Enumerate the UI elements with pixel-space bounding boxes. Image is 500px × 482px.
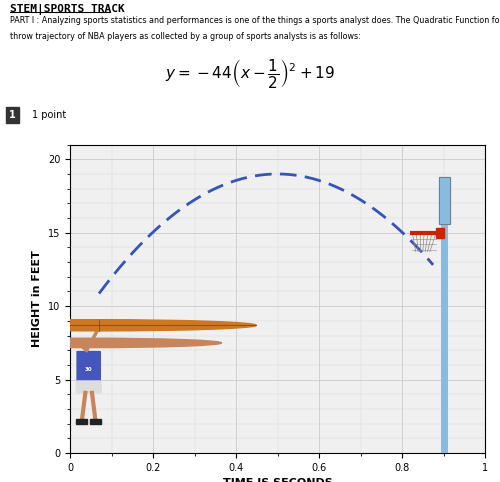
Text: $y = -44\left(x - \dfrac{1}{2}\right)^2 + 19$: $y = -44\left(x - \dfrac{1}{2}\right)^2 … bbox=[165, 57, 335, 90]
Bar bbox=[76, 419, 86, 424]
FancyBboxPatch shape bbox=[77, 351, 100, 383]
Text: 30: 30 bbox=[85, 367, 92, 372]
Circle shape bbox=[0, 320, 256, 331]
Bar bbox=[436, 228, 444, 238]
Text: throw trajectory of NBA players as collected by a group of sports analysts is as: throw trajectory of NBA players as colle… bbox=[10, 32, 361, 41]
Circle shape bbox=[0, 338, 222, 348]
Text: STEM|SPORTS TRACK: STEM|SPORTS TRACK bbox=[10, 4, 125, 15]
Y-axis label: HEIGHT in FEET: HEIGHT in FEET bbox=[32, 251, 42, 347]
Text: PART I : Analyzing sports statistics and performances is one of the things a spo: PART I : Analyzing sports statistics and… bbox=[10, 16, 500, 25]
FancyBboxPatch shape bbox=[76, 381, 101, 393]
Text: 1: 1 bbox=[9, 110, 16, 120]
Bar bbox=[90, 419, 101, 424]
Bar bbox=[438, 177, 450, 224]
X-axis label: TIME IS SECONDS: TIME IS SECONDS bbox=[222, 478, 332, 482]
Bar bbox=[438, 177, 450, 224]
Text: 1 point: 1 point bbox=[32, 110, 67, 120]
